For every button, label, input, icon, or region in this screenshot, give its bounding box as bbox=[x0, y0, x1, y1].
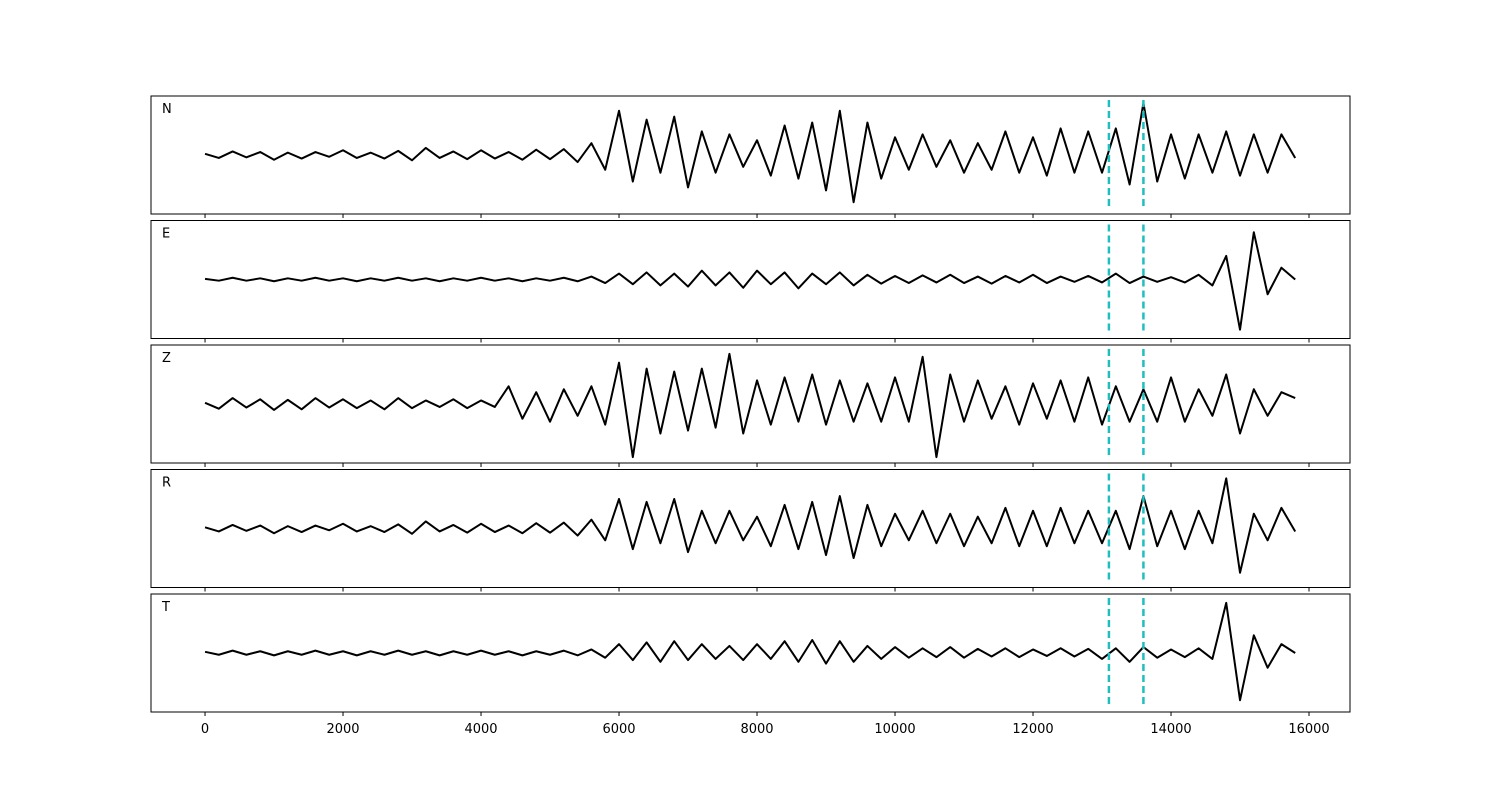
panel-label: N bbox=[162, 102, 172, 117]
x-tick-label: 6000 bbox=[602, 722, 635, 737]
panel-frame bbox=[150, 95, 1351, 215]
panel-label: T bbox=[161, 600, 170, 615]
x-tick-label: 10000 bbox=[874, 722, 915, 737]
x-tick-label: 4000 bbox=[464, 722, 497, 737]
panel-label: Z bbox=[162, 351, 171, 366]
x-tick-label: 8000 bbox=[740, 722, 773, 737]
x-tick-label: 16000 bbox=[1288, 722, 1329, 737]
panel-label: E bbox=[162, 227, 170, 242]
panel-frame bbox=[150, 593, 1351, 713]
panel-label: R bbox=[162, 476, 171, 491]
trace bbox=[204, 352, 1296, 459]
x-tick-label: 0 bbox=[201, 722, 209, 737]
x-tick-label: 12000 bbox=[1012, 722, 1053, 737]
x-tick-label: 14000 bbox=[1150, 722, 1191, 737]
x-tick-label: 2000 bbox=[326, 722, 359, 737]
trace bbox=[204, 102, 1297, 204]
panel-frame bbox=[150, 469, 1351, 588]
panel-frame bbox=[150, 344, 1351, 464]
trace bbox=[204, 601, 1296, 702]
trace bbox=[204, 231, 1296, 331]
trace bbox=[204, 477, 1297, 574]
panel-frame bbox=[150, 220, 1351, 339]
